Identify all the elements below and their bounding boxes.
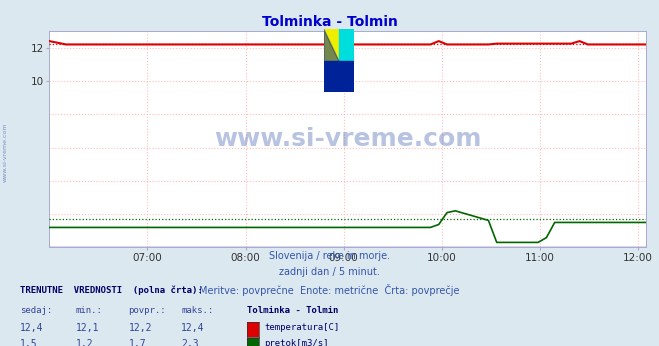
Text: 12,1: 12,1 [76,323,100,333]
Text: 1,7: 1,7 [129,339,146,346]
Text: www.si-vreme.com: www.si-vreme.com [214,127,481,151]
Text: zadnji dan / 5 minut.: zadnji dan / 5 minut. [279,267,380,277]
Text: sedaj:: sedaj: [20,306,52,315]
Text: Slovenija / reke in morje.: Slovenija / reke in morje. [269,251,390,261]
Text: povpr.:: povpr.: [129,306,166,315]
Text: www.si-vreme.com: www.si-vreme.com [3,122,8,182]
Polygon shape [324,61,339,92]
Text: 2,3: 2,3 [181,339,199,346]
Text: 1,2: 1,2 [76,339,94,346]
Polygon shape [339,61,353,92]
Text: Meritve: povprečne  Enote: metrične  Črta: povprečje: Meritve: povprečne Enote: metrične Črta:… [199,284,460,296]
Text: 12,4: 12,4 [181,323,205,333]
Text: 1,5: 1,5 [20,339,38,346]
Text: pretok[m3/s]: pretok[m3/s] [264,339,329,346]
Text: maks.:: maks.: [181,306,214,315]
Polygon shape [324,29,353,92]
Text: 12,4: 12,4 [20,323,43,333]
Text: Tolminka - Tolmin: Tolminka - Tolmin [262,15,397,28]
Text: temperatura[C]: temperatura[C] [264,323,339,332]
Polygon shape [324,29,339,61]
Polygon shape [339,29,353,61]
Text: TRENUTNE  VREDNOSTI  (polna črta):: TRENUTNE VREDNOSTI (polna črta): [20,285,202,295]
Text: min.:: min.: [76,306,103,315]
Text: 12,2: 12,2 [129,323,152,333]
Text: Tolminka - Tolmin: Tolminka - Tolmin [247,306,339,315]
